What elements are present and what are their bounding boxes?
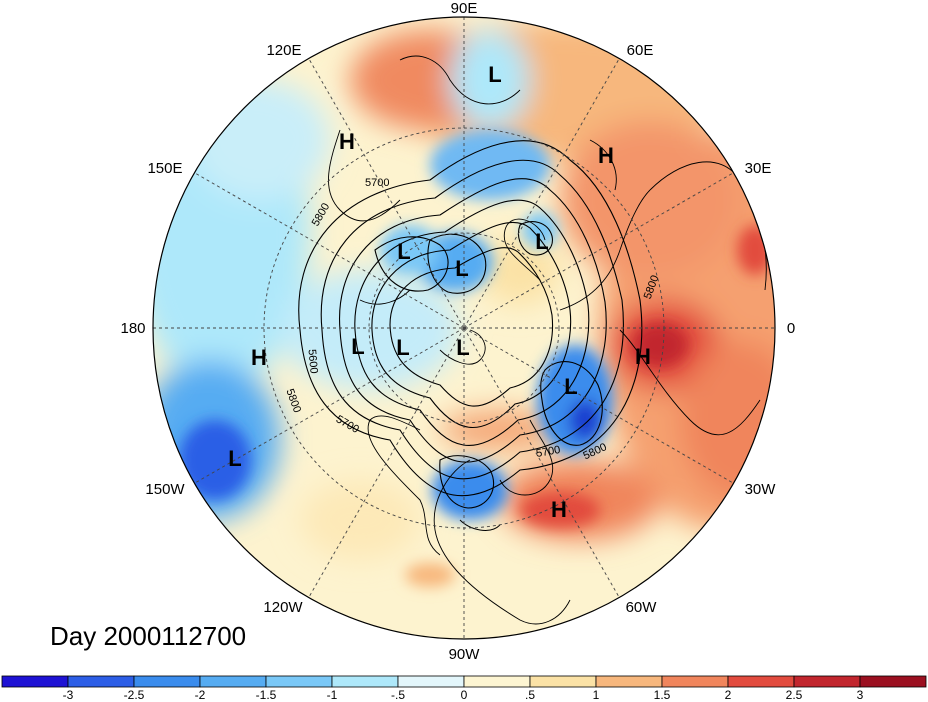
longitude-label-30w: 30W <box>745 481 777 498</box>
contour-label: 5600 <box>306 349 320 374</box>
longitude-label-180: 180 <box>120 320 145 337</box>
coastlines <box>328 55 767 625</box>
colorbar-box <box>727 675 795 688</box>
colorbar-tick-label: -3 <box>63 688 74 702</box>
colorbar-tick-label: 1 <box>593 688 600 702</box>
colorbar-box <box>67 675 135 688</box>
pressure-center-label: L <box>535 229 548 254</box>
pressure-centers: L H H L L L H L L L H L L H <box>228 62 651 522</box>
colorbar-tick-label: 2 <box>725 688 732 702</box>
pressure-center-label: L <box>488 62 501 87</box>
contour-label: 5700 <box>535 444 561 460</box>
longitude-label-150e: 150E <box>147 160 182 177</box>
anomaly-shading <box>153 17 775 639</box>
pressure-center-label: H <box>635 344 651 369</box>
longitude-label-60e: 60E <box>627 42 654 59</box>
colorbar-tick-label: -.5 <box>391 688 405 702</box>
pressure-center-label: L <box>396 335 409 360</box>
colorbar-tick-label: 0 <box>461 688 468 702</box>
map-boundary <box>152 16 776 640</box>
colorbar: -3 -2.5 -2 -1.5 -1 -.5 0 .5 1 1.5 2 2.5 3 <box>1 675 927 702</box>
colorbar-tick-label: .5 <box>525 688 535 702</box>
colorbar-tick-label: 2.5 <box>786 688 803 702</box>
longitude-label-0: 0 <box>787 320 795 337</box>
pressure-center-label: L <box>564 374 577 399</box>
colorbar-box <box>529 675 597 688</box>
colorbar-tick-label: 3 <box>857 688 864 702</box>
colorbar-box <box>463 675 531 688</box>
longitude-label-120w: 120W <box>263 599 303 616</box>
longitude-label-30e: 30E <box>745 160 772 177</box>
colorbar-box <box>397 675 465 688</box>
graticule <box>153 17 775 639</box>
longitude-label-90e: 90E <box>451 0 478 17</box>
pressure-center-label: L <box>228 446 241 471</box>
pressure-center-label: L <box>397 239 410 264</box>
colorbar-box <box>793 675 861 688</box>
pressure-center-label: L <box>351 334 364 359</box>
longitude-label-120e: 120E <box>266 42 301 59</box>
pressure-center-label: H <box>339 129 355 154</box>
colorbar-box <box>859 675 927 688</box>
pressure-center-label: H <box>251 345 267 370</box>
pressure-center-label: L <box>455 256 468 281</box>
colorbar-tick-label: 1.5 <box>654 688 671 702</box>
colorbar-box <box>133 675 201 688</box>
colorbar-box <box>1 675 69 688</box>
colorbar-box <box>265 675 333 688</box>
longitude-label-90w: 90W <box>449 646 481 663</box>
pressure-center-label: L <box>456 335 469 360</box>
colorbar-box <box>595 675 663 688</box>
height-contours <box>298 140 643 509</box>
colorbar-tick-label: -1 <box>327 688 338 702</box>
colorbar-tick-label: -2.5 <box>124 688 145 702</box>
colorbar-boxes <box>1 675 927 688</box>
contour-label: 5700 <box>365 177 389 189</box>
longitude-label-60w: 60W <box>626 599 658 616</box>
colorbar-box <box>661 675 729 688</box>
map-title: Day 2000112700 <box>50 621 246 651</box>
colorbar-tick-label: -1.5 <box>256 688 277 702</box>
colorbar-box <box>331 675 399 688</box>
longitude-label-150w: 150W <box>145 481 185 498</box>
colorbar-box <box>199 675 267 688</box>
colorbar-tick-label: -2 <box>195 688 206 702</box>
colorbar-tick-labels: -3 -2.5 -2 -1.5 -1 -.5 0 .5 1 1.5 2 2.5 3 <box>63 688 864 702</box>
pressure-center-label: H <box>598 143 614 168</box>
pressure-center-label: H <box>551 497 567 522</box>
longitude-labels: 90E 120E 60E 150E 30E 180 0 150W 30W 120… <box>120 0 795 663</box>
